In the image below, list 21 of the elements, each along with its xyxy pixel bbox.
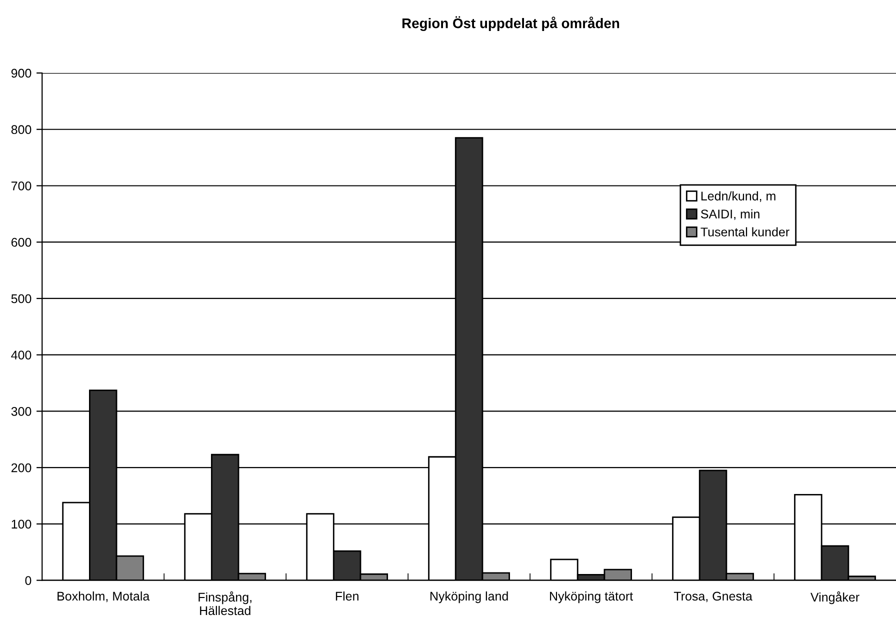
x-tick-label: Finspång, Hällestad: [198, 591, 252, 616]
x-tick-label: Vingåker: [810, 591, 860, 604]
y-tick-label: 800: [11, 125, 32, 134]
y-tick-label: 300: [11, 407, 32, 416]
y-tick-label: 700: [11, 182, 32, 190]
x-tick-label: Nyköping tätort: [550, 591, 633, 604]
legend-label: Ledn/kund, m: [701, 191, 776, 202]
chart-title: Region Öst uppdelat på områden: [402, 16, 620, 32]
y-tick-label: 100: [12, 520, 32, 529]
y-tick-label: 400: [11, 350, 32, 360]
y-tick-label: 900: [11, 68, 32, 78]
x-tick-label: Trosa, Gnesta: [674, 592, 752, 602]
legend-label: Tusental kunder: [700, 227, 790, 236]
y-tick-label: 200: [11, 463, 32, 472]
y-tick-label: 500: [11, 294, 32, 304]
legend-label: SAIDI, min: [700, 209, 760, 220]
y-tick-label: 0: [25, 576, 32, 585]
y-tick-label: 600: [11, 238, 32, 247]
x-tick-label: Nyköping land: [430, 591, 508, 604]
x-tick-label: Flen: [336, 591, 358, 601]
x-tick-label: Boxholm, Motala: [58, 591, 150, 602]
